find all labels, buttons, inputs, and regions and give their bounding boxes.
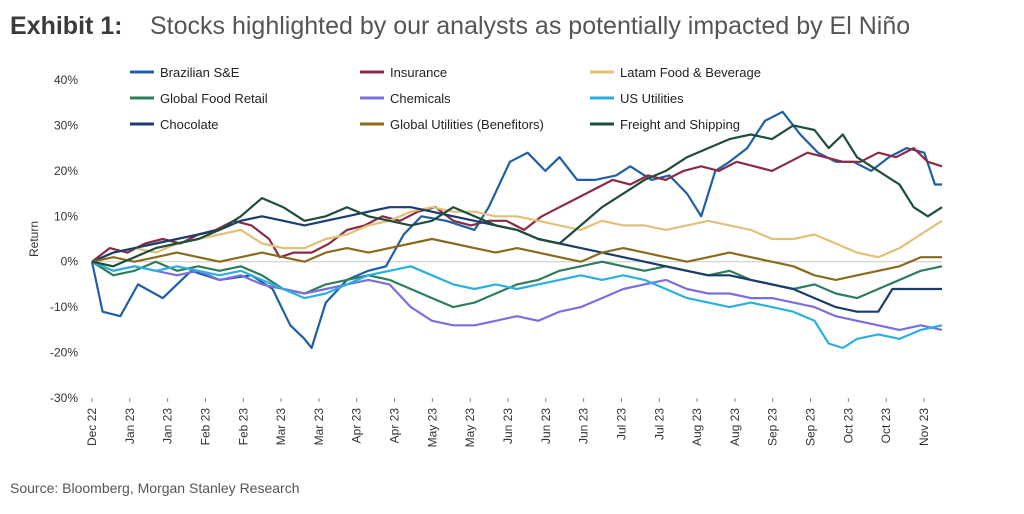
legend-label: Freight and Shipping (620, 117, 740, 132)
exhibit-label: Exhibit 1: (10, 12, 123, 40)
y-tick-label: -30% (50, 391, 78, 405)
legend-label: Chocolate (160, 117, 219, 132)
chart-title: Stocks highlighted by our analysts as po… (150, 12, 911, 40)
y-tick-label: 20% (54, 164, 78, 178)
y-tick-label: 30% (54, 118, 78, 132)
x-tick-label: Dec 22 (85, 408, 99, 446)
y-tick-label: 40% (54, 73, 78, 87)
x-tick-label: May 23 (425, 408, 439, 448)
legend-label: Global Utilities (Benefitors) (390, 117, 544, 132)
legend-label: Brazilian S&E (160, 65, 240, 80)
series-line (91, 206, 942, 313)
x-tick-label: Mar 23 (274, 408, 288, 446)
legend-label: Latam Food & Beverage (620, 65, 761, 80)
x-tick-label: Jun 23 (577, 408, 591, 444)
x-tick-label: Jan 23 (161, 408, 175, 444)
x-tick-label: Jul 23 (652, 408, 666, 440)
line-chart: -30% -20% -10% 0% 10% 20% 30% 40% Return Dec 22 Ja… (27, 65, 943, 448)
x-tick-label: Jul 23 (614, 408, 628, 440)
y-tick-label: 10% (54, 209, 78, 223)
legend-label: Global Food Retail (160, 91, 268, 106)
x-tick-label: Sep 23 (804, 408, 818, 446)
series-line (91, 206, 943, 263)
series-line (91, 124, 943, 268)
y-tick-label: 0% (61, 255, 79, 269)
series-line (91, 260, 943, 309)
x-tick-label: Oct 23 (879, 408, 893, 444)
legend-label: Chemicals (390, 91, 451, 106)
x-tick-label: Aug 23 (728, 408, 742, 446)
series-line (91, 260, 943, 331)
x-tick-label: Mar 23 (312, 408, 326, 446)
x-tick-label: Jan 23 (123, 408, 137, 444)
x-tick-label: Feb 23 (198, 408, 212, 446)
y-axis-label: Return (27, 221, 41, 257)
legend-label: US Utilities (620, 91, 684, 106)
series-line (91, 260, 943, 350)
x-tick-label: May 23 (463, 408, 477, 448)
x-tick-label: Apr 23 (388, 408, 402, 444)
y-tick-label: -10% (50, 300, 78, 314)
series-line (91, 237, 942, 281)
x-tick-label: Aug 23 (690, 408, 704, 446)
x-tick-label: Jun 23 (539, 408, 553, 444)
y-tick-label: -20% (50, 346, 78, 360)
x-tick-label: Feb 23 (236, 408, 250, 446)
x-tick-label: Sep 23 (766, 408, 780, 446)
legend-label: Insurance (390, 65, 447, 80)
x-tick-label: Oct 23 (841, 408, 855, 444)
source-note: Source: Bloomberg, Morgan Stanley Resear… (10, 480, 300, 496)
x-tick-label: Apr 23 (350, 408, 364, 444)
series-line (91, 147, 943, 263)
x-tick-label: Jun 23 (501, 408, 515, 444)
x-tick-label: Nov 23 (917, 408, 931, 446)
